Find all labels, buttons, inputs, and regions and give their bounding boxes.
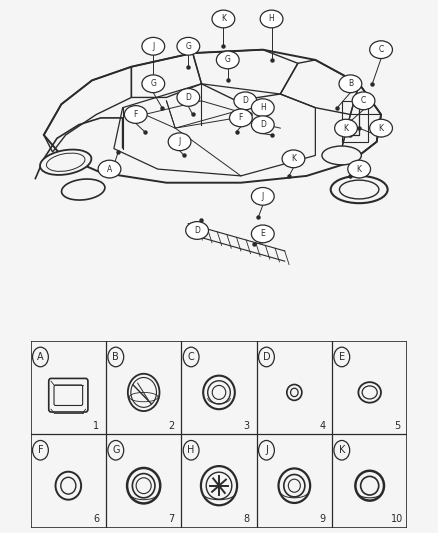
Text: D: D bbox=[185, 93, 191, 102]
Text: J: J bbox=[261, 192, 264, 201]
Text: 7: 7 bbox=[169, 514, 175, 524]
Circle shape bbox=[186, 222, 208, 239]
Text: J: J bbox=[152, 42, 155, 51]
Ellipse shape bbox=[322, 146, 361, 165]
Circle shape bbox=[142, 37, 165, 55]
Text: 4: 4 bbox=[319, 421, 325, 431]
Circle shape bbox=[334, 347, 350, 367]
Ellipse shape bbox=[61, 179, 105, 200]
Text: C: C bbox=[188, 352, 194, 362]
Circle shape bbox=[260, 10, 283, 28]
Text: H: H bbox=[268, 14, 275, 23]
Text: F: F bbox=[38, 445, 43, 455]
Text: K: K bbox=[343, 124, 349, 133]
Text: D: D bbox=[242, 96, 248, 106]
Text: H: H bbox=[187, 445, 195, 455]
Text: G: G bbox=[150, 79, 156, 88]
Text: K: K bbox=[357, 165, 362, 174]
Text: A: A bbox=[107, 165, 112, 174]
Circle shape bbox=[177, 37, 200, 55]
Text: K: K bbox=[339, 445, 345, 455]
Circle shape bbox=[212, 10, 235, 28]
Circle shape bbox=[216, 51, 239, 69]
Text: J: J bbox=[178, 138, 181, 146]
Text: C: C bbox=[378, 45, 384, 54]
Circle shape bbox=[352, 92, 375, 110]
Circle shape bbox=[335, 119, 357, 137]
Text: F: F bbox=[134, 110, 138, 119]
Circle shape bbox=[258, 440, 274, 460]
Text: K: K bbox=[378, 124, 384, 133]
Circle shape bbox=[98, 160, 121, 178]
Text: 8: 8 bbox=[244, 514, 250, 524]
Circle shape bbox=[108, 440, 124, 460]
Circle shape bbox=[348, 160, 371, 178]
Circle shape bbox=[258, 347, 274, 367]
Text: H: H bbox=[260, 103, 266, 112]
Circle shape bbox=[251, 99, 274, 117]
Circle shape bbox=[370, 119, 392, 137]
Text: F: F bbox=[239, 114, 243, 123]
Bar bbox=[342, 101, 368, 142]
Circle shape bbox=[183, 347, 199, 367]
Text: 10: 10 bbox=[392, 514, 404, 524]
Text: G: G bbox=[225, 55, 231, 64]
Circle shape bbox=[251, 225, 274, 243]
Text: J: J bbox=[265, 445, 268, 455]
Circle shape bbox=[183, 440, 199, 460]
Circle shape bbox=[108, 347, 124, 367]
Text: E: E bbox=[261, 229, 265, 238]
Text: 6: 6 bbox=[93, 514, 99, 524]
Text: D: D bbox=[263, 352, 270, 362]
Text: G: G bbox=[185, 42, 191, 51]
Text: 9: 9 bbox=[319, 514, 325, 524]
Circle shape bbox=[142, 75, 165, 93]
Text: B: B bbox=[113, 352, 119, 362]
Text: D: D bbox=[260, 120, 266, 129]
Circle shape bbox=[32, 347, 48, 367]
Circle shape bbox=[282, 150, 305, 168]
Text: B: B bbox=[348, 79, 353, 88]
Circle shape bbox=[32, 440, 48, 460]
Text: C: C bbox=[361, 96, 366, 106]
Circle shape bbox=[251, 116, 274, 134]
Text: A: A bbox=[37, 352, 44, 362]
Text: K: K bbox=[291, 155, 296, 163]
Text: 3: 3 bbox=[244, 421, 250, 431]
Text: 2: 2 bbox=[169, 421, 175, 431]
Text: E: E bbox=[339, 352, 345, 362]
Circle shape bbox=[334, 440, 350, 460]
Text: D: D bbox=[194, 226, 200, 235]
Text: K: K bbox=[221, 14, 226, 23]
Circle shape bbox=[230, 109, 252, 127]
Text: G: G bbox=[112, 445, 120, 455]
Circle shape bbox=[251, 188, 274, 205]
Circle shape bbox=[168, 133, 191, 151]
Text: 5: 5 bbox=[395, 421, 401, 431]
Ellipse shape bbox=[40, 150, 92, 175]
Circle shape bbox=[234, 92, 257, 110]
Circle shape bbox=[177, 88, 200, 106]
Circle shape bbox=[124, 106, 147, 123]
Text: 1: 1 bbox=[93, 421, 99, 431]
Circle shape bbox=[339, 75, 362, 93]
Ellipse shape bbox=[331, 176, 388, 203]
Circle shape bbox=[370, 41, 392, 59]
